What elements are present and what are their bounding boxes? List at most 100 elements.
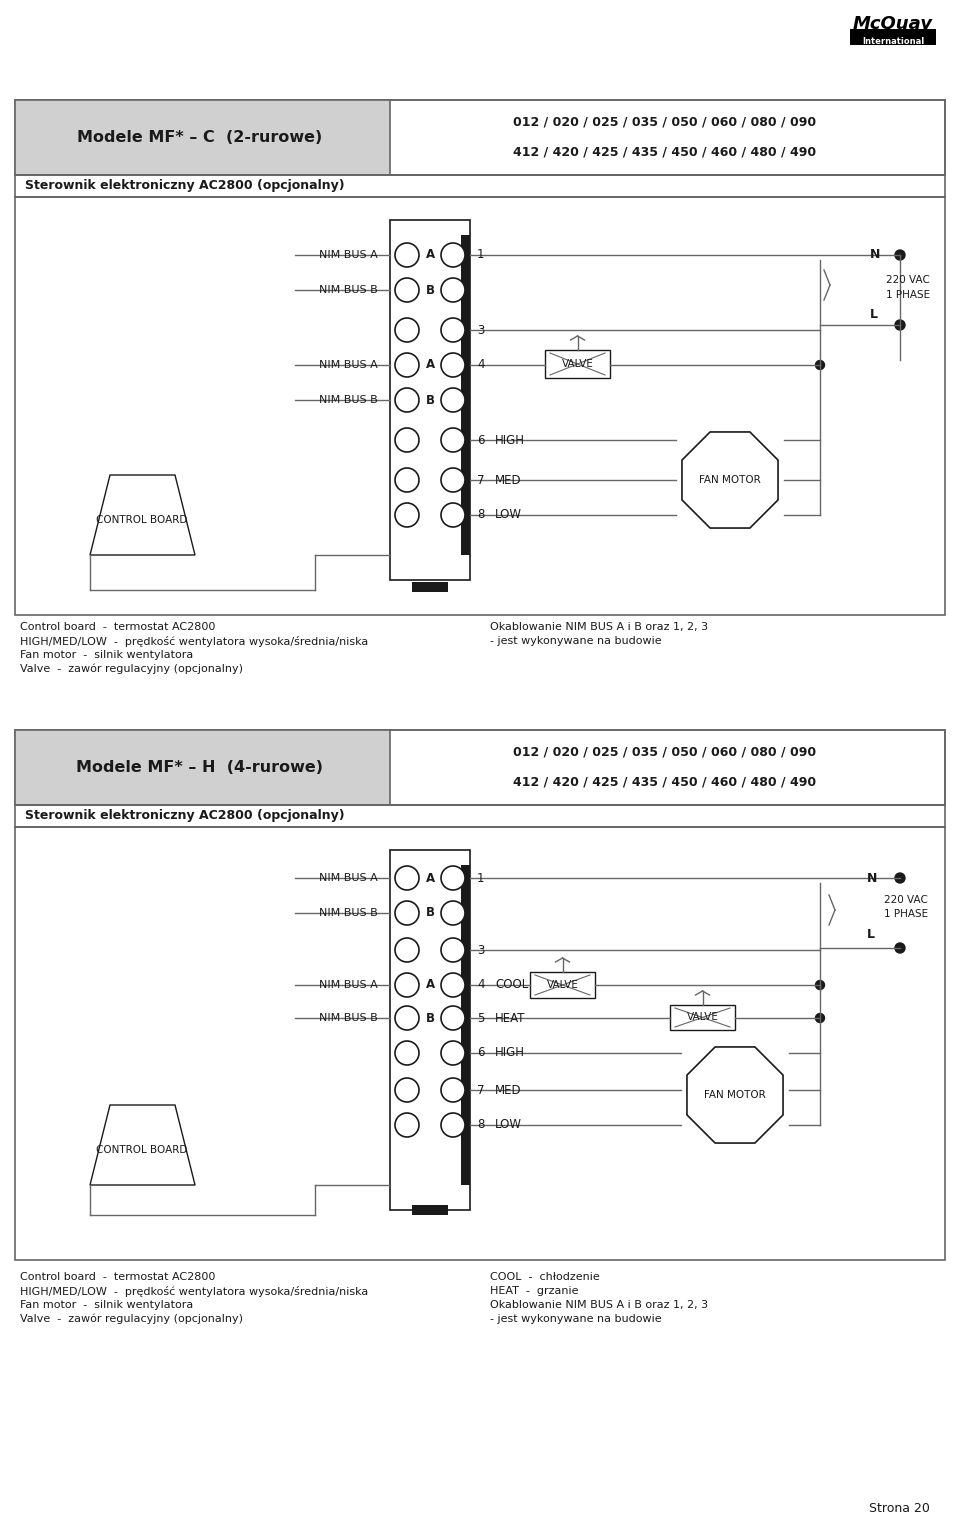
Text: L: L <box>867 929 875 941</box>
Circle shape <box>395 428 419 452</box>
Text: 3: 3 <box>477 324 485 336</box>
Circle shape <box>395 318 419 342</box>
Text: NIM BUS B: NIM BUS B <box>320 396 378 405</box>
Circle shape <box>815 981 825 990</box>
Circle shape <box>441 902 465 924</box>
Circle shape <box>441 866 465 889</box>
Text: - jest wykonywane na budowie: - jest wykonywane na budowie <box>490 636 661 646</box>
Bar <box>461 865 470 1186</box>
Text: Fan motor  -  silnik wentylatora: Fan motor - silnik wentylatora <box>20 1300 193 1309</box>
Text: 412 / 420 / 425 / 435 / 450 / 460 / 480 / 490: 412 / 420 / 425 / 435 / 450 / 460 / 480 … <box>514 145 817 159</box>
Text: 6: 6 <box>477 434 485 446</box>
Text: Control board  -  termostat AC2800: Control board - termostat AC2800 <box>20 1271 215 1282</box>
Circle shape <box>441 353 465 377</box>
Text: Sterownik elektroniczny AC2800 (opcjonalny): Sterownik elektroniczny AC2800 (opcjonal… <box>25 179 345 193</box>
Bar <box>412 1206 448 1215</box>
Text: 3: 3 <box>477 943 485 957</box>
Bar <box>15 99 390 176</box>
Circle shape <box>441 388 465 413</box>
Text: NIM BUS B: NIM BUS B <box>320 286 378 295</box>
Circle shape <box>441 278 465 303</box>
Bar <box>15 99 945 176</box>
Circle shape <box>395 938 419 963</box>
Text: B: B <box>425 1012 435 1024</box>
Circle shape <box>395 973 419 996</box>
Text: International: International <box>862 37 924 46</box>
Circle shape <box>395 1005 419 1030</box>
Text: Okablowanie NIM BUS A i B oraz 1, 2, 3: Okablowanie NIM BUS A i B oraz 1, 2, 3 <box>490 622 708 633</box>
Text: Strona 20: Strona 20 <box>869 1502 930 1514</box>
Circle shape <box>441 503 465 527</box>
Text: NIM BUS A: NIM BUS A <box>320 979 378 990</box>
Circle shape <box>895 872 905 883</box>
Bar <box>390 850 470 1210</box>
Text: 5: 5 <box>477 1012 485 1024</box>
Text: COOL  -  chłodzenie: COOL - chłodzenie <box>490 1271 600 1282</box>
Text: HIGH: HIGH <box>495 1047 525 1059</box>
Circle shape <box>395 353 419 377</box>
Text: HIGH/MED/LOW  -  prędkość wentylatora wysoka/średnia/niska: HIGH/MED/LOW - prędkość wentylatora wyso… <box>20 1287 369 1297</box>
Text: HIGH: HIGH <box>495 434 525 446</box>
Text: Valve  -  zawór regulacyjny (opcjonalny): Valve - zawór regulacyjny (opcjonalny) <box>20 1314 243 1325</box>
Text: 8: 8 <box>477 1118 485 1132</box>
Text: HEAT: HEAT <box>495 1012 525 1024</box>
Text: B: B <box>425 394 435 406</box>
Polygon shape <box>687 1047 783 1143</box>
Bar <box>461 235 470 555</box>
Circle shape <box>441 318 465 342</box>
Circle shape <box>815 1013 825 1022</box>
Text: NIM BUS B: NIM BUS B <box>320 908 378 918</box>
Text: FAN MOTOR: FAN MOTOR <box>699 475 761 484</box>
Text: COOL: COOL <box>495 978 528 992</box>
Bar <box>850 29 936 44</box>
Circle shape <box>395 1112 419 1137</box>
Text: HIGH/MED/LOW  -  prędkość wentylatora wysoka/średnia/niska: HIGH/MED/LOW - prędkość wentylatora wyso… <box>20 636 369 646</box>
Text: 220 VAC: 220 VAC <box>884 895 928 905</box>
Text: FAN MOTOR: FAN MOTOR <box>704 1089 766 1100</box>
Bar <box>15 827 945 1261</box>
Circle shape <box>395 866 419 889</box>
Circle shape <box>395 902 419 924</box>
Text: HEAT  -  grzanie: HEAT - grzanie <box>490 1287 579 1296</box>
Text: MED: MED <box>495 1083 521 1097</box>
Circle shape <box>895 251 905 260</box>
Circle shape <box>395 278 419 303</box>
Bar <box>15 730 945 805</box>
Text: B: B <box>425 906 435 920</box>
Text: NIM BUS A: NIM BUS A <box>320 361 378 370</box>
Circle shape <box>395 388 419 413</box>
Text: 012 / 020 / 025 / 035 / 050 / 060 / 080 / 090: 012 / 020 / 025 / 035 / 050 / 060 / 080 … <box>514 116 817 128</box>
Text: VALVE: VALVE <box>546 979 579 990</box>
Text: Sterownik elektroniczny AC2800 (opcjonalny): Sterownik elektroniczny AC2800 (opcjonal… <box>25 810 345 822</box>
Circle shape <box>395 1077 419 1102</box>
Text: A: A <box>425 871 435 885</box>
Text: 4: 4 <box>477 978 485 992</box>
Text: B: B <box>425 284 435 296</box>
Bar <box>545 350 610 377</box>
Text: Valve  -  zawór regulacyjny (opcjonalny): Valve - zawór regulacyjny (opcjonalny) <box>20 665 243 674</box>
Text: VALVE: VALVE <box>562 359 593 368</box>
Circle shape <box>441 1005 465 1030</box>
Polygon shape <box>90 1105 195 1186</box>
Text: A: A <box>425 249 435 261</box>
Text: A: A <box>425 359 435 371</box>
Circle shape <box>895 319 905 330</box>
Text: 7: 7 <box>477 474 485 486</box>
Text: A: A <box>425 978 435 992</box>
Text: 8: 8 <box>477 509 485 521</box>
Text: VALVE: VALVE <box>686 1013 718 1022</box>
Circle shape <box>441 1112 465 1137</box>
Bar <box>412 582 448 591</box>
Bar <box>670 1005 735 1030</box>
Text: Okablowanie NIM BUS A i B oraz 1, 2, 3: Okablowanie NIM BUS A i B oraz 1, 2, 3 <box>490 1300 708 1309</box>
Circle shape <box>441 938 465 963</box>
Text: 012 / 020 / 025 / 035 / 050 / 060 / 080 / 090: 012 / 020 / 025 / 035 / 050 / 060 / 080 … <box>514 746 817 758</box>
Text: 412 / 420 / 425 / 435 / 450 / 460 / 480 / 490: 412 / 420 / 425 / 435 / 450 / 460 / 480 … <box>514 776 817 788</box>
Circle shape <box>441 468 465 492</box>
Text: NIM BUS A: NIM BUS A <box>320 872 378 883</box>
Text: LOW: LOW <box>495 1118 522 1132</box>
Polygon shape <box>682 432 778 529</box>
Text: McQuay: McQuay <box>853 15 933 34</box>
Text: NIM BUS A: NIM BUS A <box>320 251 378 260</box>
Text: 6: 6 <box>477 1047 485 1059</box>
